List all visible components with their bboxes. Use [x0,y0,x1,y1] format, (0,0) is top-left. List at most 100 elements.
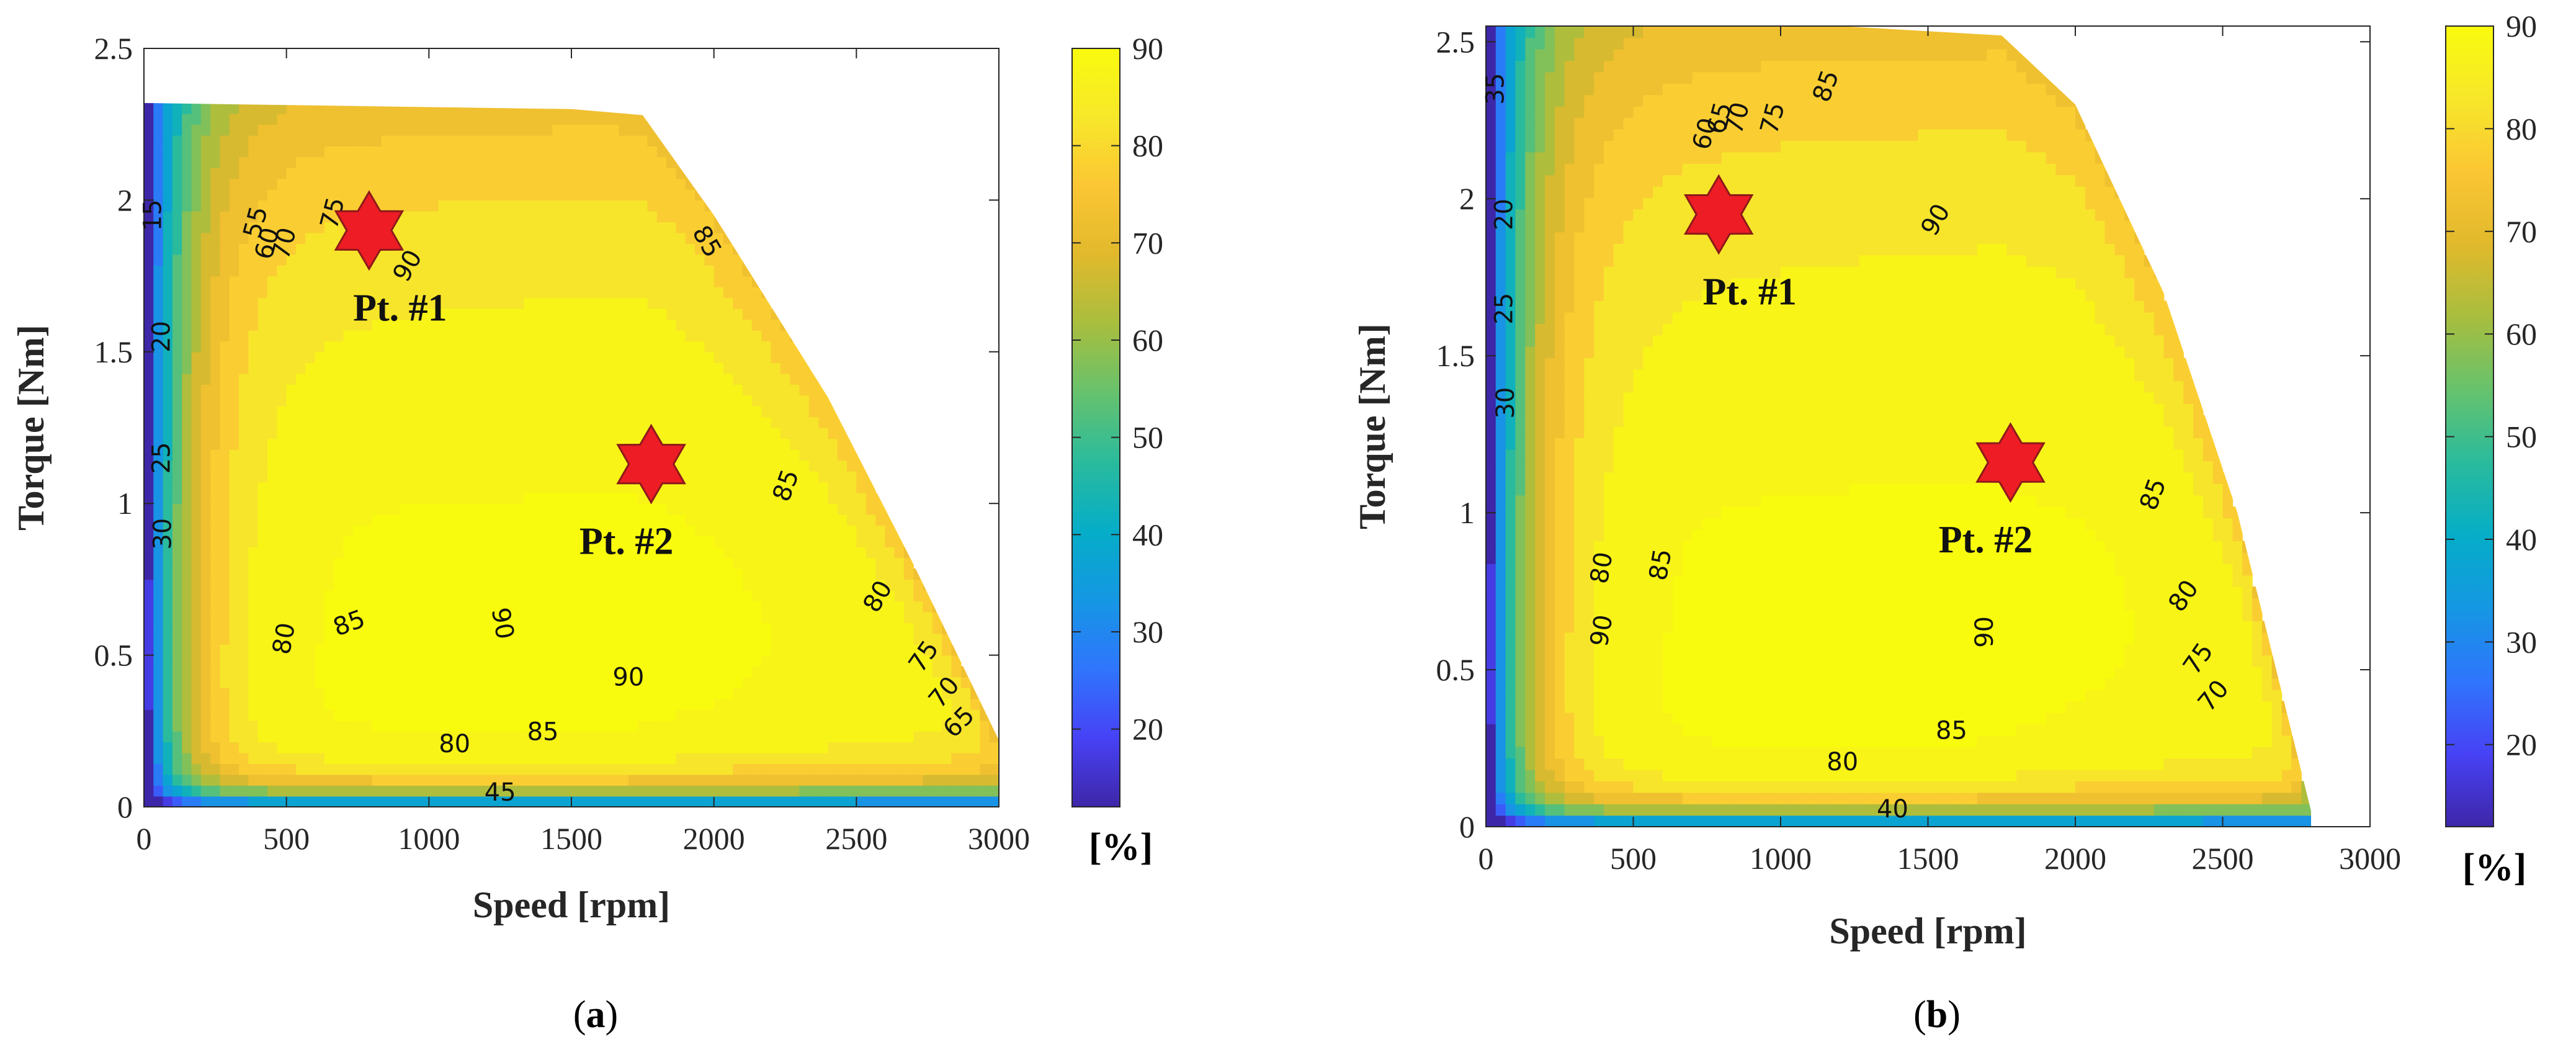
efficiency-cell [172,655,182,667]
efficiency-cell [609,189,620,201]
efficiency-cell [182,308,192,320]
efficiency-cell [713,677,724,688]
efficiency-cell [514,460,525,472]
efficiency-cell [429,135,439,146]
efficiency-cell [200,156,211,168]
efficiency-cell [619,351,629,364]
efficiency-cell [524,601,534,613]
efficiency-cell [561,373,572,385]
efficiency-cell [808,644,819,656]
efficiency-cell [552,731,563,743]
efficiency-cell [334,189,344,201]
efficiency-cell [153,536,164,547]
efficiency-cell [381,763,391,775]
efficiency-cell [723,644,734,656]
efficiency-cell [210,168,221,179]
efficiency-cell [590,428,601,439]
efficiency-cell [856,698,867,710]
efficiency-cell [163,785,173,797]
efficiency-cell [362,666,373,678]
efficiency-cell [305,460,316,472]
efficiency-cell [144,579,154,591]
efficiency-cell [305,470,316,483]
efficiency-cell [220,384,230,396]
efficiency-cell [305,265,316,277]
efficiency-cell [533,698,543,710]
efficiency-cell [182,698,192,710]
efficiency-cell [552,460,563,472]
efficiency-cell [239,308,249,320]
efficiency-cell [561,644,572,656]
efficiency-cell [372,124,382,136]
efficiency-cell [334,102,344,114]
efficiency-map [1486,26,2311,827]
efficiency-cell [352,362,363,374]
efficiency-cell [761,720,772,732]
efficiency-cell [847,525,857,537]
efficiency-cell [676,785,686,797]
efficiency-cell [210,113,221,125]
efficiency-cell [220,243,230,255]
efficiency-cell [799,677,810,688]
efficiency-cell [790,698,800,710]
efficiency-cell [172,688,182,699]
efficiency-cell [742,319,753,331]
efficiency-cell [685,492,695,504]
efficiency-cell [723,330,734,342]
efficiency-cell [1486,792,1496,804]
efficiency-cell [391,113,401,125]
efficiency-cell [352,254,363,266]
efficiency-cell [609,763,620,775]
efficiency-cell [504,416,515,428]
efficiency-cell [257,113,268,125]
efficiency-cell [163,503,173,515]
efficiency-cell [352,547,363,559]
efficiency-cell [486,178,496,190]
efficiency-cell [486,438,496,450]
efficiency-cell [780,579,790,591]
efficiency-cell [400,102,411,114]
efficiency-cell [761,373,772,385]
efficiency-cell [144,677,154,688]
efficiency-cell [561,254,572,266]
efficiency-cell [429,102,439,114]
efficiency-cell [552,362,563,374]
panel-label: (a) [573,994,618,1036]
efficiency-cell [742,601,753,613]
efficiency-cell [334,698,344,710]
efficiency-cell [581,633,591,645]
efficiency-cell [723,709,734,721]
efficiency-cell [438,438,449,450]
efficiency-cell [581,677,591,688]
efficiency-cell [172,200,182,212]
efficiency-cell [210,124,221,136]
efficiency-cell [790,568,800,580]
efficiency-cell [267,601,278,613]
efficiency-cell [638,742,648,753]
efficiency-cell [742,655,753,667]
efficiency-cell [571,276,582,287]
efficiency-cell [486,168,496,179]
efficiency-cell [628,536,638,547]
efficiency-cell [723,525,734,537]
efficiency-cell [372,731,382,743]
efficiency-cell [239,536,249,547]
efficiency-cell [476,406,486,418]
efficiency-cell [733,416,743,428]
efficiency-cell [504,297,515,309]
efficiency-cell [913,752,924,764]
efficiency-cell [695,601,705,613]
efficiency-cell [448,623,458,634]
efficiency-cell [476,557,486,569]
efficiency-cell [267,373,278,385]
efficiency-cell [391,796,401,807]
efficiency-cell [885,796,895,807]
efficiency-cell [191,644,202,656]
efficiency-cell [495,525,506,537]
efficiency-cell [723,763,734,775]
efficiency-cell [818,406,829,418]
efficiency-cell [220,210,230,223]
efficiency-cell [153,308,164,320]
efficiency-cell [751,428,762,439]
efficiency-cell [695,482,705,493]
